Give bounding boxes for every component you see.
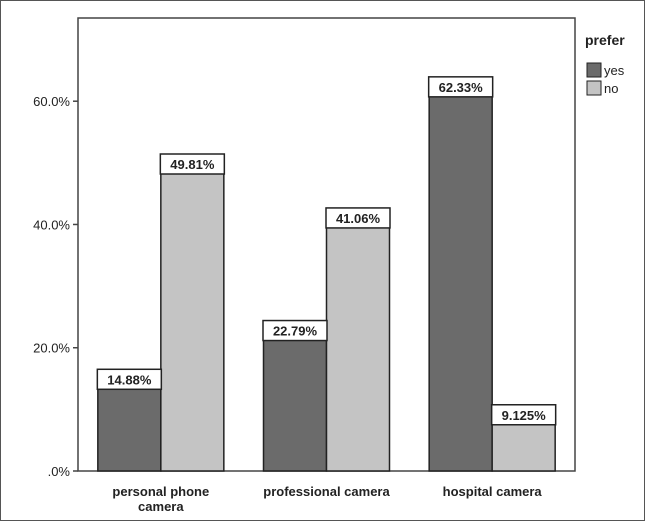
data-labels: 14.88% 49.81% 22.79% 41.06% 62.33% 9.125% xyxy=(96,76,557,426)
data-label-box xyxy=(159,153,226,175)
y-tick-label: 40.0% xyxy=(33,217,70,232)
y-tick-label: 60.0% xyxy=(33,94,70,109)
y-tick-label: 20.0% xyxy=(33,341,70,356)
bar-yes-2 xyxy=(262,329,328,472)
bar-no-2 xyxy=(325,217,391,472)
x-category-label: personal phone xyxy=(112,484,209,499)
data-label-box xyxy=(262,319,328,342)
data-label-box xyxy=(427,76,494,98)
data-label: 14.88% xyxy=(107,372,152,387)
data-label: 22.79% xyxy=(273,324,318,339)
bar-no-1 xyxy=(160,163,225,472)
data-label-box xyxy=(96,368,163,391)
data-label: 41.06% xyxy=(336,211,381,226)
y-axis: .0% 20.0% 40.0% 60.0% xyxy=(33,94,78,479)
x-category-label: hospital camera xyxy=(443,484,543,499)
bar-yes-1 xyxy=(97,378,162,472)
bars xyxy=(97,86,556,472)
legend-title: prefer xyxy=(585,32,625,48)
data-label: 9.125% xyxy=(502,408,547,423)
x-category-label: camera xyxy=(138,499,184,514)
data-label-box xyxy=(325,207,391,229)
legend-label-no: no xyxy=(604,81,618,96)
legend-label-yes: yes xyxy=(604,63,625,78)
legend: prefer yes no xyxy=(585,32,625,96)
bar-yes-3 xyxy=(428,86,493,472)
data-label-box xyxy=(490,404,557,426)
data-label: 62.33% xyxy=(439,80,484,95)
legend-swatch-yes xyxy=(586,62,602,78)
legend-swatch-no xyxy=(586,80,602,96)
x-category-label: professional camera xyxy=(263,484,390,499)
y-tick-label: .0% xyxy=(48,464,71,479)
data-label: 49.81% xyxy=(170,157,215,172)
